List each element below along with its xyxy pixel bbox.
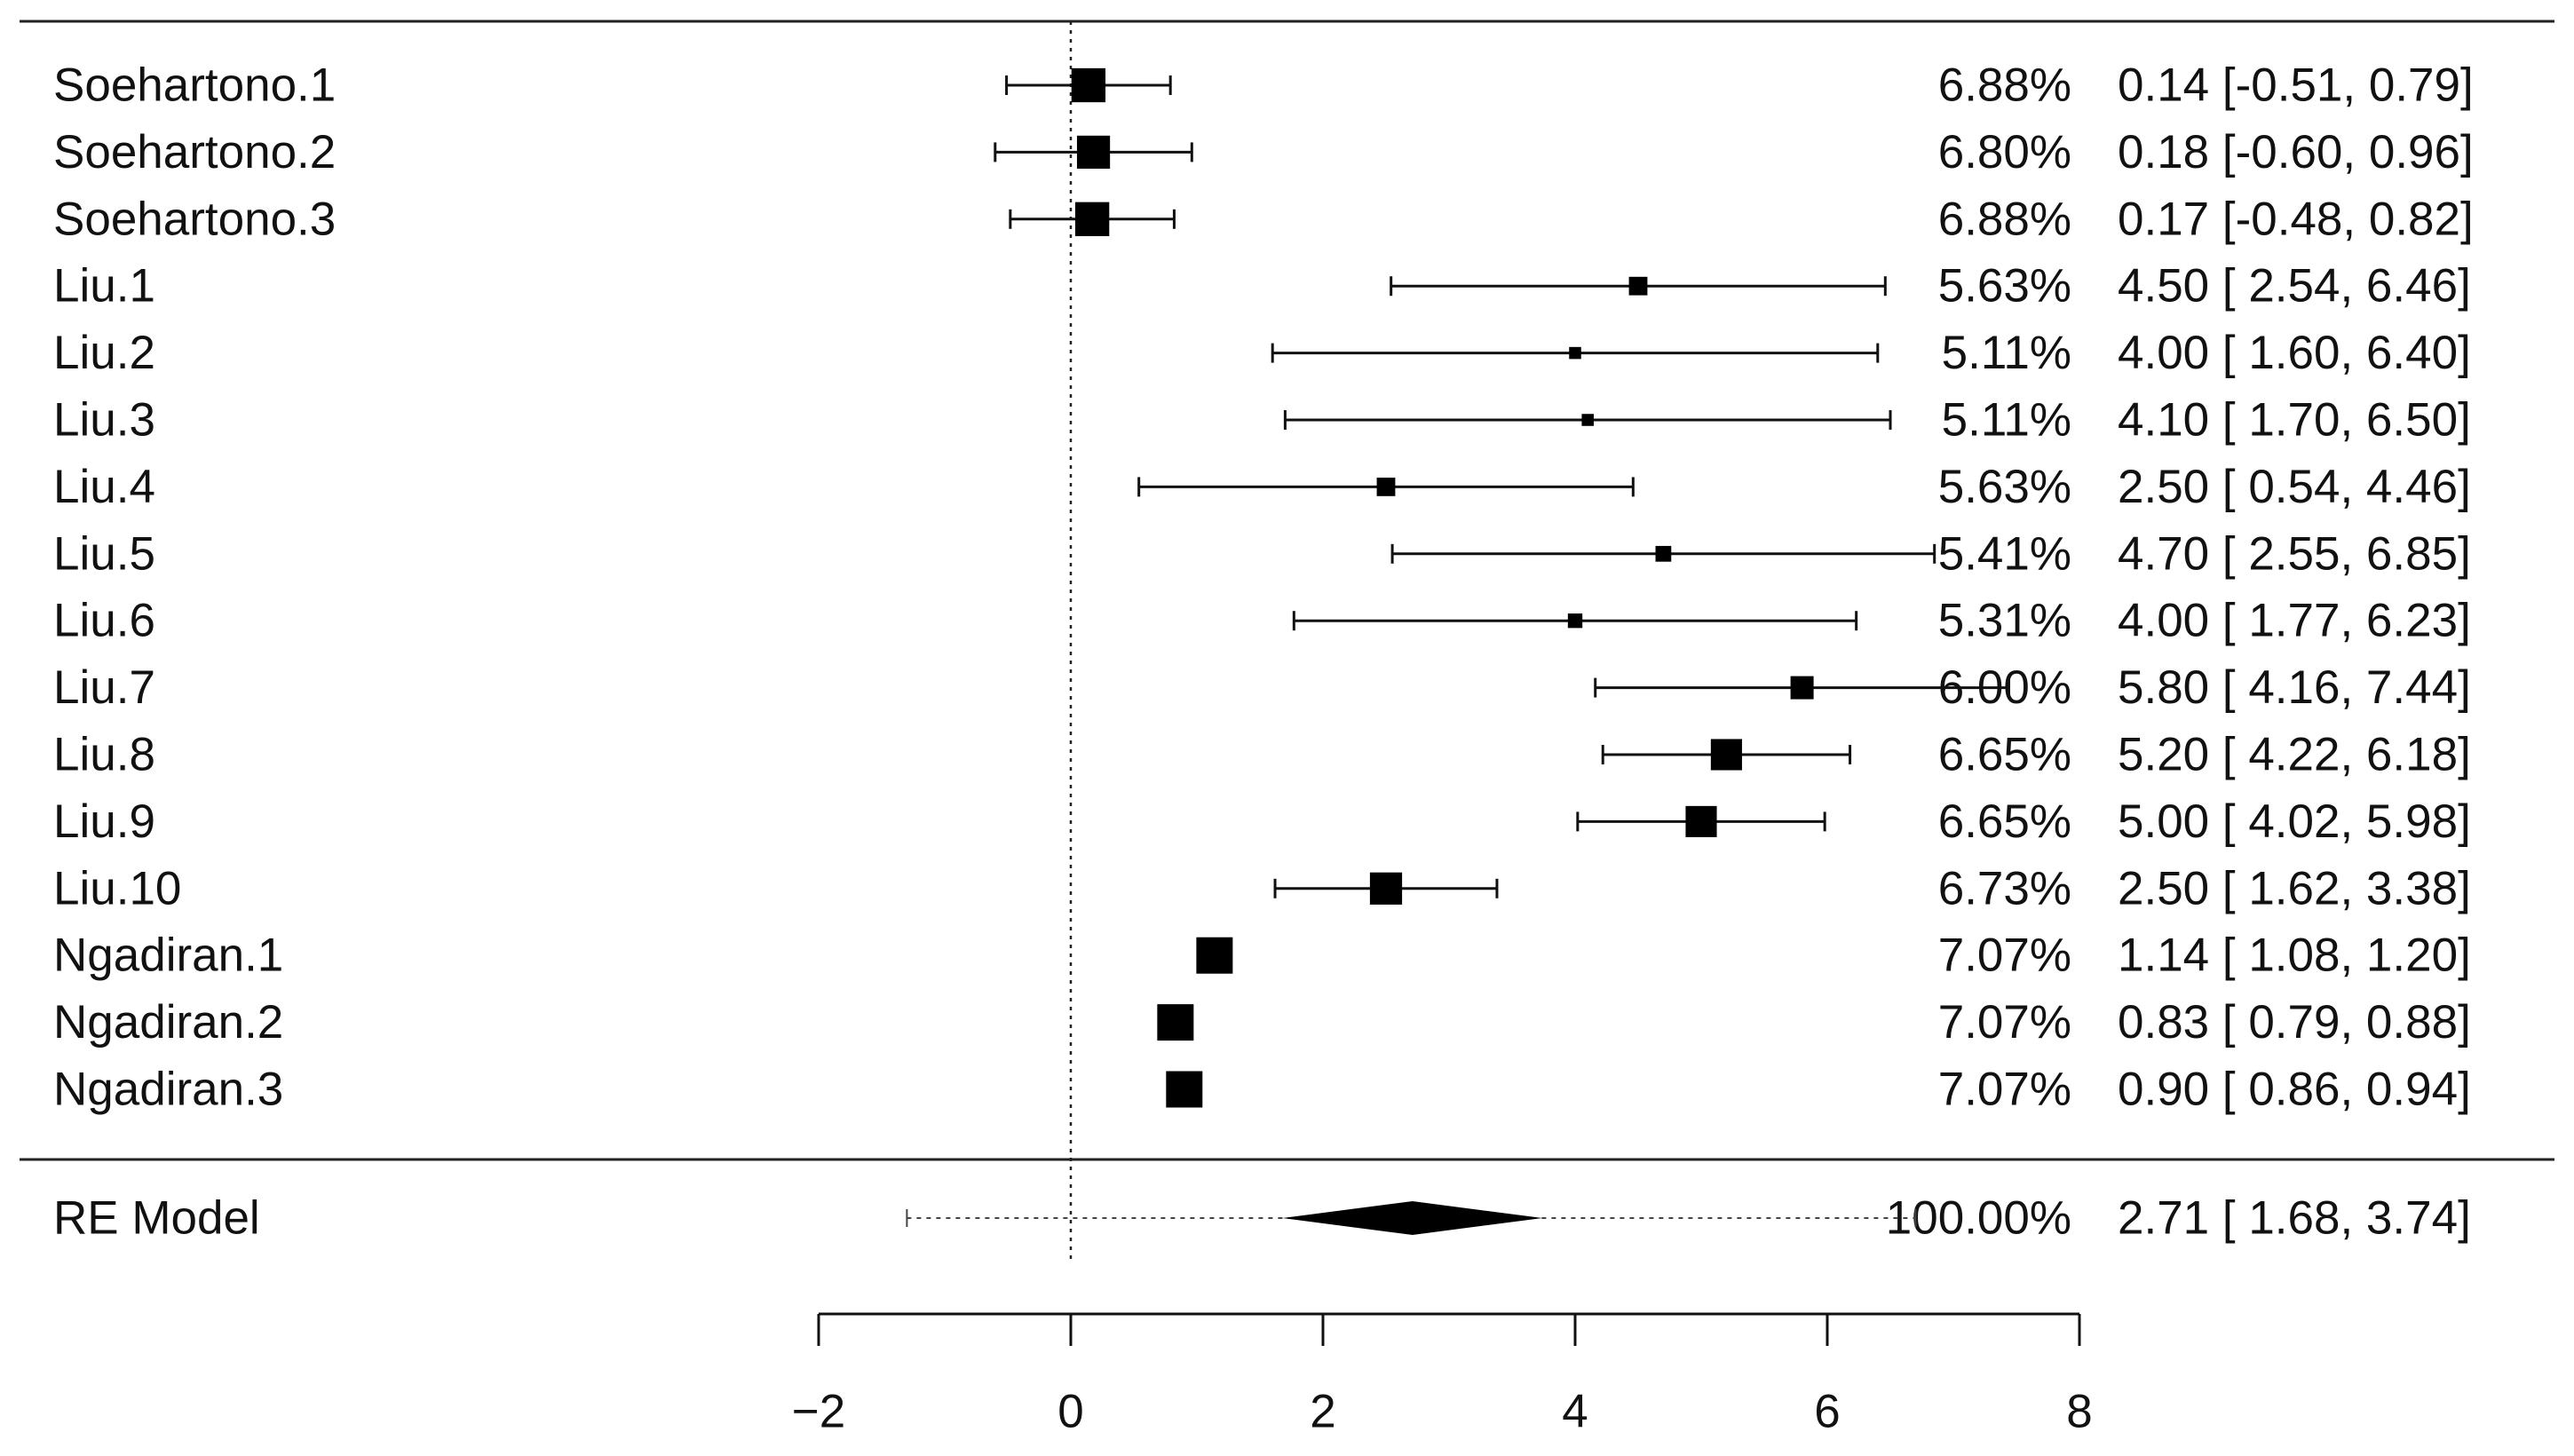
study-label: Soehartono.3 <box>53 193 336 245</box>
study-label: Soehartono.1 <box>53 59 336 112</box>
study-estimate-ci: 4.00 [ 1.77, 6.23] <box>2118 595 2471 647</box>
point-estimate-square <box>1157 1004 1194 1041</box>
point-estimate-square <box>1567 613 1583 629</box>
study-label: Soehartono.2 <box>53 126 336 178</box>
point-estimate-square <box>1369 872 1403 905</box>
point-estimate-square <box>1071 67 1106 103</box>
point-estimate-square <box>1074 202 1110 236</box>
point-estimate-square <box>1569 346 1581 360</box>
study-label: Liu.6 <box>53 595 155 647</box>
study-estimate-ci: 4.70 [ 2.55, 6.85] <box>2118 527 2471 580</box>
study-estimate-ci: 0.14 [-0.51, 0.79] <box>2118 59 2474 112</box>
axis-tick-label: 2 <box>1310 1386 1335 1438</box>
point-estimate-square <box>1166 1071 1203 1108</box>
study-estimate-ci: 5.80 [ 4.16, 7.44] <box>2118 661 2471 714</box>
study-estimate-ci: 0.17 [-0.48, 0.82] <box>2118 193 2474 245</box>
study-row: Liu.9 6.65% 5.00 [ 4.02, 5.98] <box>53 795 2471 848</box>
study-row: Soehartono.3 6.88% 0.17 [-0.48, 0.82] <box>53 193 2474 245</box>
axis-tick-label: 6 <box>1814 1386 1840 1438</box>
study-estimate-ci: 2.50 [ 0.54, 4.46] <box>2118 461 2471 513</box>
study-weight: 5.63% <box>1938 461 2071 513</box>
axis-tick-label: 4 <box>1562 1386 1588 1438</box>
study-estimate-ci: 2.50 [ 1.62, 3.38] <box>2118 862 2471 914</box>
study-estimate-ci: 0.18 [-0.60, 0.96] <box>2118 126 2474 178</box>
study-label: Liu.8 <box>53 729 155 781</box>
point-estimate-square <box>1655 545 1672 562</box>
study-row: Ngadiran.3 7.07% 0.90 [ 0.86, 0.94] <box>53 1064 2471 1116</box>
summary-estimate-ci: 2.71 [ 1.68, 3.74] <box>2118 1192 2471 1245</box>
study-estimate-ci: 5.00 [ 4.02, 5.98] <box>2118 795 2471 848</box>
study-label: Liu.2 <box>53 327 155 379</box>
study-estimate-ci: 5.20 [ 4.22, 6.18] <box>2118 729 2471 781</box>
summary-weight: 100.00% <box>1886 1192 2071 1245</box>
x-axis: −2 0 2 4 6 8 <box>792 1312 2093 1438</box>
axis-tick-label: −2 <box>792 1386 845 1438</box>
study-label: Liu.9 <box>53 795 155 848</box>
point-estimate-square <box>1710 739 1742 771</box>
study-weight: 6.73% <box>1938 862 2071 914</box>
study-estimate-ci: 0.90 [ 0.86, 0.94] <box>2118 1064 2471 1116</box>
point-estimate-square <box>1196 937 1233 974</box>
study-row: Soehartono.1 6.88% 0.14 [-0.51, 0.79] <box>53 59 2474 112</box>
study-weight: 7.07% <box>1938 930 2071 982</box>
study-estimate-ci: 1.14 [ 1.08, 1.20] <box>2118 930 2471 982</box>
study-weight: 6.88% <box>1938 193 2071 245</box>
study-row: Liu.4 5.63% 2.50 [ 0.54, 4.46] <box>53 461 2471 513</box>
study-row: Liu.7 6.00% 5.80 [ 4.16, 7.44] <box>53 661 2471 714</box>
point-estimate-square <box>1628 276 1648 296</box>
study-row: Liu.5 5.41% 4.70 [ 2.55, 6.85] <box>53 527 2471 580</box>
study-row: Liu.6 5.31% 4.00 [ 1.77, 6.23] <box>53 595 2471 647</box>
study-estimate-ci: 0.83 [ 0.79, 0.88] <box>2118 996 2471 1048</box>
point-estimate-square <box>1581 414 1594 426</box>
study-weight: 6.65% <box>1938 795 2071 848</box>
study-label: Liu.5 <box>53 527 155 580</box>
study-label: Liu.10 <box>53 862 181 914</box>
axis-tick-label: 8 <box>2066 1386 2092 1438</box>
study-row: Ngadiran.1 7.07% 1.14 [ 1.08, 1.20] <box>53 930 2471 982</box>
study-label: Liu.1 <box>53 260 155 313</box>
study-weight: 7.07% <box>1938 1064 2071 1116</box>
study-estimate-ci: 4.10 [ 1.70, 6.50] <box>2118 394 2471 447</box>
study-row: Ngadiran.2 7.07% 0.83 [ 0.79, 0.88] <box>53 996 2471 1048</box>
study-rows: Soehartono.1 6.88% 0.14 [-0.51, 0.79]Soeha… <box>53 59 2474 1116</box>
study-row: Liu.2 5.11% 4.00 [ 1.60, 6.40] <box>53 327 2471 379</box>
study-estimate-ci: 4.00 [ 1.60, 6.40] <box>2118 327 2471 379</box>
study-row: Liu.10 6.73% 2.50 [ 1.62, 3.38] <box>53 862 2471 914</box>
point-estimate-square <box>1790 676 1814 700</box>
study-weight: 5.31% <box>1938 595 2071 647</box>
study-weight: 6.88% <box>1938 59 2071 112</box>
study-row: Liu.3 5.11% 4.10 [ 1.70, 6.50] <box>53 394 2471 447</box>
point-estimate-square <box>1685 805 1717 837</box>
study-label: Liu.3 <box>53 394 155 447</box>
study-row: Liu.8 6.65% 5.20 [ 4.22, 6.18] <box>53 729 2471 781</box>
summary-diamond <box>1282 1201 1543 1235</box>
axis-tick-label: 0 <box>1057 1386 1083 1438</box>
summary-row: RE Model 100.00% 2.71 [ 1.68, 3.74] <box>53 1192 2471 1245</box>
study-label: Ngadiran.3 <box>53 1064 283 1116</box>
study-row: Soehartono.2 6.80% 0.18 [-0.60, 0.96] <box>53 126 2474 178</box>
study-row: Liu.1 5.63% 4.50 [ 2.54, 6.46] <box>53 260 2471 313</box>
study-weight: 5.63% <box>1938 260 2071 313</box>
point-estimate-square <box>1376 477 1396 496</box>
study-label: Ngadiran.2 <box>53 996 283 1048</box>
study-weight: 7.07% <box>1938 996 2071 1048</box>
study-weight: 6.80% <box>1938 126 2071 178</box>
study-weight: 5.11% <box>1942 327 2071 379</box>
study-label: Liu.7 <box>53 661 155 714</box>
summary-label: RE Model <box>53 1192 260 1245</box>
point-estimate-square <box>1076 135 1111 169</box>
study-estimate-ci: 4.50 [ 2.54, 6.46] <box>2118 260 2471 313</box>
study-weight: 5.41% <box>1938 527 2071 580</box>
study-label: Ngadiran.1 <box>53 930 283 982</box>
study-label: Liu.4 <box>53 461 155 513</box>
study-weight: 5.11% <box>1942 394 2071 447</box>
study-weight: 6.65% <box>1938 729 2071 781</box>
